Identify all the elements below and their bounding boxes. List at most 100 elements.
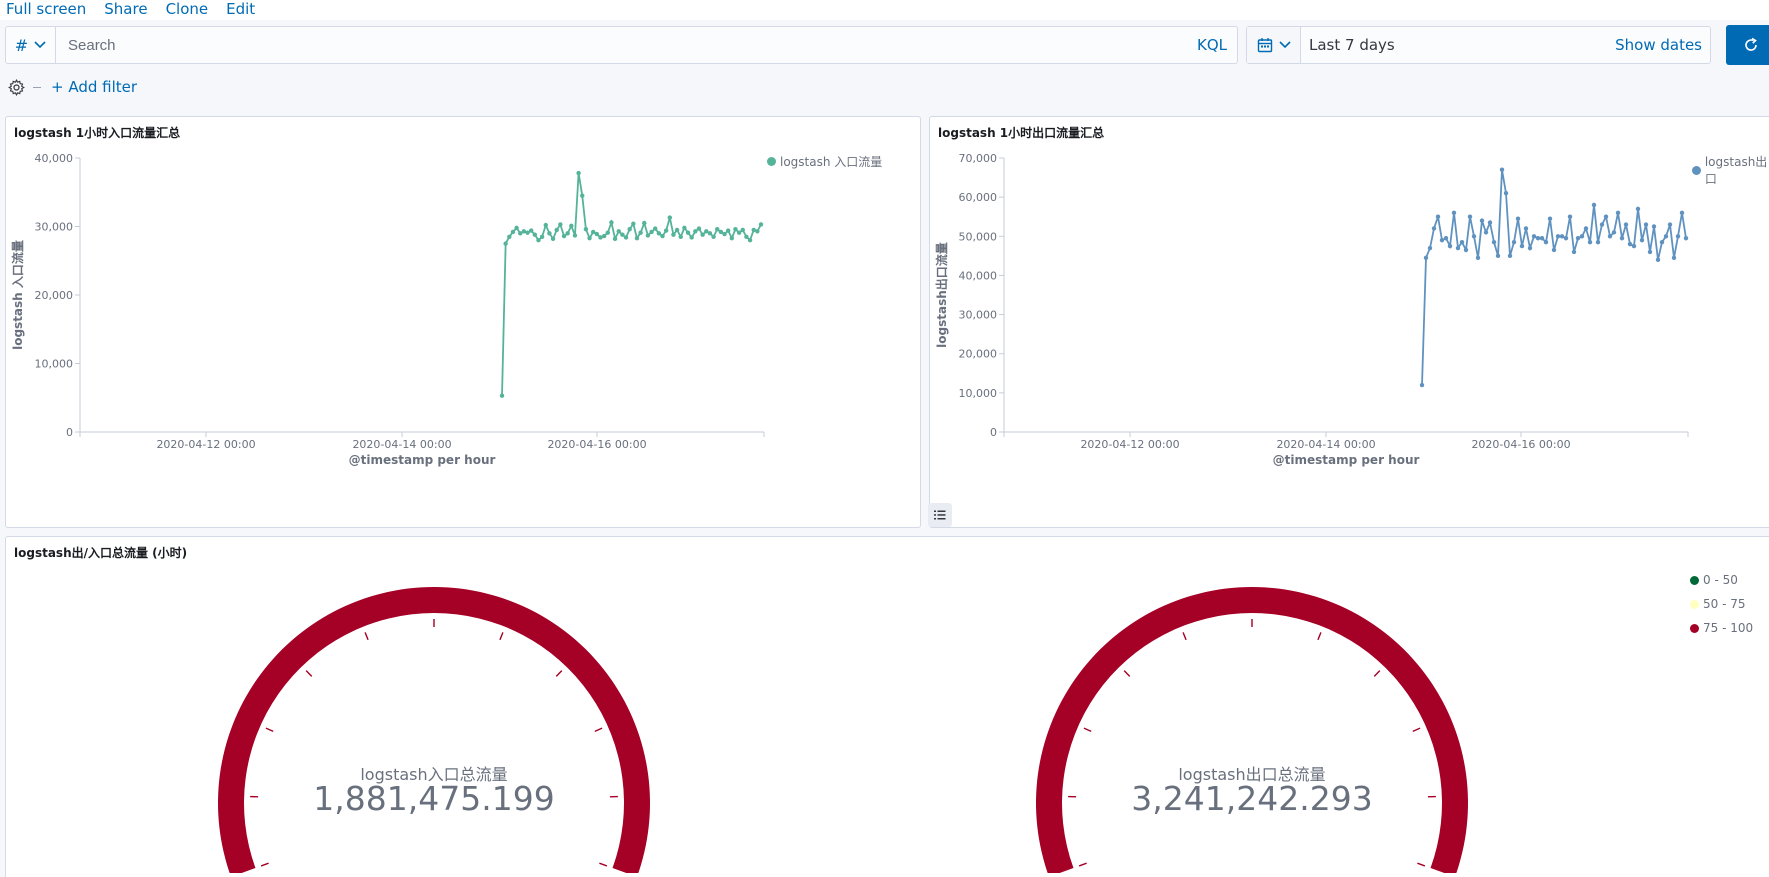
data-point xyxy=(1615,210,1621,215)
data-point xyxy=(645,233,651,238)
y-tick-label: 0 xyxy=(990,426,997,439)
legend-label: logstash 入口流量 xyxy=(780,155,883,169)
data-point xyxy=(587,235,592,241)
data-point xyxy=(532,232,538,237)
data-point xyxy=(1547,216,1553,221)
inbound-traffic-panel: logstash 1小时入口流量汇总 logstash 入口流量 0 10,000… xyxy=(5,116,921,528)
data-point xyxy=(1567,214,1573,219)
data-point xyxy=(620,232,625,237)
data-point xyxy=(747,238,753,243)
data-point xyxy=(663,228,669,233)
data-point xyxy=(1639,238,1645,243)
query-language-button[interactable]: # xyxy=(6,27,56,63)
date-range-text[interactable]: Last 7 days xyxy=(1309,36,1395,54)
data-point xyxy=(518,231,523,236)
data-point xyxy=(725,228,731,233)
gear-icon[interactable] xyxy=(8,78,25,96)
legend-label: logstash出口 xyxy=(1704,155,1768,186)
data-point xyxy=(751,227,756,233)
x-tick-label: 2020-04-12 00:00 xyxy=(1080,438,1179,451)
data-point xyxy=(594,231,600,237)
legend-item[interactable]: logstash 入口流量 xyxy=(767,153,882,170)
data-point xyxy=(693,229,698,234)
data-point xyxy=(1419,382,1425,388)
data-point xyxy=(704,229,709,234)
data-point xyxy=(1675,234,1681,239)
query-bar: # KQL xyxy=(5,26,1238,64)
data-point xyxy=(1515,216,1521,221)
data-point xyxy=(1427,245,1433,251)
data-point xyxy=(1543,239,1549,245)
data-point xyxy=(539,234,545,239)
legend-dot xyxy=(1692,165,1701,175)
data-point xyxy=(510,229,516,235)
gauge-tick xyxy=(265,727,274,733)
data-point xyxy=(601,233,607,239)
data-point xyxy=(1563,236,1569,241)
data-point xyxy=(1507,253,1513,259)
data-point xyxy=(580,193,585,198)
data-point xyxy=(499,393,505,398)
full-screen-link[interactable]: Full screen xyxy=(6,0,87,18)
data-point xyxy=(1599,222,1605,227)
data-point xyxy=(612,236,618,242)
data-point xyxy=(711,234,716,239)
refresh-button[interactable] xyxy=(1726,25,1769,65)
gauge-tick xyxy=(1317,632,1322,641)
data-point xyxy=(1439,238,1445,243)
outbound-gauge xyxy=(1036,587,1468,873)
legend-toggle-button[interactable] xyxy=(928,503,952,527)
legend-item[interactable]: 50 - 75 xyxy=(1690,597,1746,611)
legend-label: 50 - 75 xyxy=(1703,597,1746,611)
share-link[interactable]: Share xyxy=(104,0,148,18)
gauge-tick xyxy=(305,670,313,677)
data-point xyxy=(631,221,636,226)
data-point xyxy=(1459,239,1465,245)
edit-link[interactable]: Edit xyxy=(226,0,256,18)
data-point xyxy=(689,235,694,240)
outbound-traffic-panel: logstash 1小时出口流量汇总 logstash出口 0 10,000 20,… xyxy=(929,116,1769,528)
legend-item[interactable]: logstash出口 xyxy=(1692,153,1769,187)
outbound-line-chart: 0 10,000 20,000 30,000 40,000 50,000 60,000 70,… xyxy=(934,152,1689,467)
data-point xyxy=(1531,234,1537,239)
total-traffic-panel: logstash出/入口总流量 (小时) 0 - 50 50 - 75 75 -… xyxy=(5,536,1769,877)
data-point xyxy=(609,220,614,225)
legend-label: 75 - 100 xyxy=(1703,621,1754,635)
data-point xyxy=(1487,220,1493,225)
data-point xyxy=(590,229,596,235)
show-dates-link[interactable]: Show dates xyxy=(1615,36,1702,54)
legend-dot xyxy=(1690,599,1699,609)
data-point xyxy=(1491,239,1497,245)
data-point xyxy=(1643,222,1649,227)
data-point xyxy=(667,215,673,220)
hash-icon: # xyxy=(14,35,29,55)
legend-item[interactable]: 75 - 100 xyxy=(1690,621,1753,635)
data-point xyxy=(1671,255,1677,261)
clone-link[interactable]: Clone xyxy=(165,0,209,18)
legend-dot xyxy=(767,157,776,166)
data-point xyxy=(598,235,603,240)
search-input[interactable] xyxy=(56,27,1197,63)
gauge-label: logstash入口总流量 xyxy=(360,765,508,784)
series-line xyxy=(501,172,762,396)
y-tick-label: 50,000 xyxy=(959,230,998,243)
legend-item[interactable]: 0 - 50 xyxy=(1690,573,1738,587)
data-point xyxy=(649,229,654,235)
quick-select-button[interactable] xyxy=(1247,27,1301,63)
data-point xyxy=(1603,214,1609,219)
inbound-gauge xyxy=(218,587,650,873)
data-point xyxy=(1467,214,1473,219)
date-picker: Last 7 days Show dates xyxy=(1246,26,1711,64)
data-point xyxy=(696,226,702,231)
kql-toggle[interactable]: KQL xyxy=(1197,36,1227,54)
data-point xyxy=(634,235,640,241)
gauge-tick xyxy=(1083,727,1092,733)
add-filter-button[interactable]: + Add filter xyxy=(51,78,138,96)
data-point xyxy=(674,227,680,233)
data-point xyxy=(576,170,581,176)
series-line xyxy=(1421,169,1687,386)
data-point xyxy=(722,231,727,237)
data-point xyxy=(1499,167,1505,172)
data-point xyxy=(1591,202,1597,208)
data-point xyxy=(569,223,574,229)
